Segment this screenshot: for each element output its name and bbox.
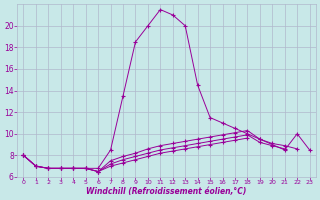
X-axis label: Windchill (Refroidissement éolien,°C): Windchill (Refroidissement éolien,°C) [86,187,247,196]
